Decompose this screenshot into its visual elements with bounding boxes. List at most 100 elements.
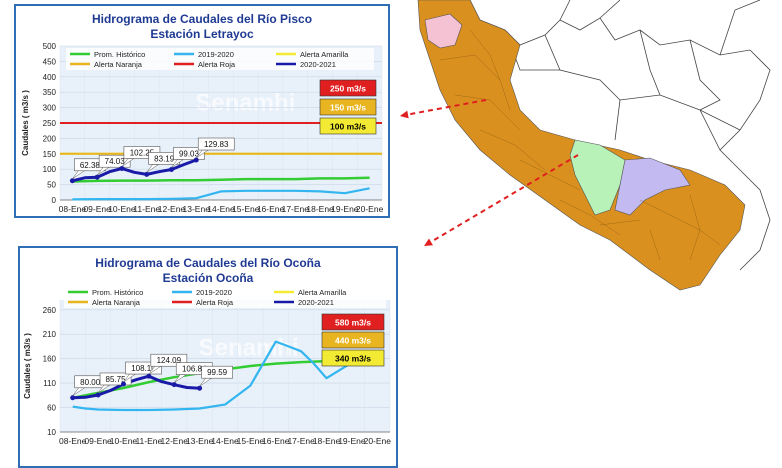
chart-canvas: Senamhi 0 50 100 150 200 250 300 350 400 450 500 08-… — [21, 42, 384, 214]
series-line-y2020 — [72, 374, 200, 400]
x-tick-label: 08-Ene — [59, 436, 87, 446]
threshold-label: 100 m3/s — [330, 122, 366, 132]
threshold-label: 440 m3/s — [335, 336, 371, 346]
data-label: 99.03 — [179, 149, 200, 158]
watermark-logo: Senamhi — [195, 90, 295, 117]
x-tick-label: 20-Ene — [356, 204, 384, 214]
data-label: 80.00 — [80, 378, 101, 387]
chart-title: Hidrograma de Caudales del Río Ocoña — [95, 256, 321, 270]
x-tick-label: 20-Ene — [364, 436, 392, 446]
data-point — [171, 382, 177, 388]
chart-subtitle: Estación Letrayoc — [150, 27, 254, 41]
x-tick-label: 12-Ene — [161, 436, 189, 446]
data-label: 83.19 — [154, 154, 175, 163]
data-label: 124.09 — [157, 356, 182, 365]
y-tick-label: 10 — [47, 428, 56, 437]
y-tick-label: 150 — [43, 150, 57, 159]
legend-label: Alerta Roja — [196, 298, 234, 307]
data-label: 108.10 — [131, 364, 156, 373]
x-tick-label: 17-Ene — [287, 436, 315, 446]
data-point — [70, 395, 76, 401]
legend-label: Alerta Amarilla — [298, 288, 347, 297]
y-axis-label: Caudales ( m3/s ) — [23, 333, 32, 399]
legend-label: Alerta Naranja — [92, 298, 141, 307]
data-point — [144, 171, 150, 177]
x-tick-label: 09-Ene — [84, 436, 112, 446]
y-tick-label: 0 — [52, 196, 57, 205]
y-tick-label: 450 — [43, 57, 57, 66]
legend: Prom. Histórico 2019-2020 Alerta Amarilla A… — [64, 286, 386, 308]
x-tick-label: 16-Ene — [262, 436, 290, 446]
legend-label: 2019-2020 — [196, 288, 232, 297]
x-tick-label: 18-Ene — [306, 204, 334, 214]
data-point — [146, 373, 152, 379]
x-tick-label: 13-Ene — [186, 436, 214, 446]
x-tick-label: 16-Ene — [257, 204, 285, 214]
x-tick-label: 13-Ene — [183, 204, 211, 214]
region-map — [417, 0, 771, 291]
data-point — [193, 157, 199, 163]
chart-ocona: Hidrograma de Caudales del Río Ocoña Est… — [18, 246, 398, 468]
data-point — [119, 166, 125, 172]
x-tick-label: 10-Ene — [110, 436, 138, 446]
data-label: 106.84 — [182, 365, 207, 374]
threshold-box — [319, 98, 377, 116]
legend-label: 2020-2021 — [300, 60, 336, 69]
x-tick-label: 18-Ene — [313, 436, 341, 446]
y-tick-label: 160 — [43, 355, 57, 364]
y-tick-label: 250 — [43, 119, 57, 128]
legend-label: Alerta Roja — [198, 60, 236, 69]
threshold-label: 150 m3/s — [330, 103, 366, 113]
data-label: 102.25 — [130, 149, 155, 158]
x-tick-label: 19-Ene — [331, 204, 359, 214]
legend-label: Prom. Histórico — [92, 288, 143, 297]
legend: Prom. Histórico 2019-2020 Alerta Amarilla A… — [66, 48, 374, 70]
region-pink — [424, 13, 463, 49]
x-tick-label: 17-Ene — [282, 204, 310, 214]
data-point — [69, 178, 75, 184]
legend-label: 2020-2021 — [298, 298, 334, 307]
map-inner-borders — [439, 29, 721, 261]
x-tick-label: 11-Ene — [135, 436, 162, 446]
region-lilac — [614, 157, 691, 216]
x-tick-label: 14-Ene — [207, 204, 235, 214]
y-tick-label: 110 — [43, 379, 56, 388]
y-tick-label: 200 — [43, 134, 57, 143]
threshold-box — [321, 349, 385, 367]
series-line-historico — [72, 176, 370, 183]
chart-title: Hidrograma de Caudales del Río Pisco — [91, 12, 313, 26]
chart-pisco: Hidrograma de Caudales del Río Pisco Est… — [14, 4, 390, 218]
x-tick-label: 14-Ene — [211, 436, 239, 446]
y-tick-label: 300 — [43, 104, 57, 113]
data-label: 85.75 — [106, 375, 127, 384]
x-tick-label: 11-Ene — [133, 204, 160, 214]
data-point — [197, 385, 203, 391]
data-point — [94, 174, 100, 180]
y-tick-label: 350 — [43, 88, 57, 97]
data-label-box — [201, 365, 233, 379]
chart-canvas: Senamhi 10 60 110 160 210 260 08-Ene09-Ene10-En… — [23, 286, 392, 446]
data-label-box — [197, 137, 235, 151]
chart-subtitle: Estación Ocoña — [162, 271, 254, 285]
data-point — [168, 166, 174, 172]
legend-label: Alerta Naranja — [94, 60, 143, 69]
threshold-box — [321, 313, 385, 331]
legend-label: 2019-2020 — [198, 50, 234, 59]
x-tick-label: 08-Ene — [59, 204, 87, 214]
map-outlines — [469, 0, 771, 271]
y-tick-label: 210 — [43, 330, 57, 339]
x-tick-label: 12-Ene — [158, 204, 186, 214]
legend-label: Prom. Histórico — [94, 50, 145, 59]
legend-label: Alerta Amarilla — [300, 50, 349, 59]
series-line-y2019 — [72, 187, 370, 201]
data-label-box — [173, 147, 205, 160]
y-tick-label: 60 — [47, 404, 56, 413]
data-point — [120, 381, 126, 387]
threshold-label: 340 m3/s — [335, 354, 371, 364]
data-label: 74.03 — [105, 157, 126, 166]
x-tick-label: 19-Ene — [338, 436, 366, 446]
series-line-y2019 — [72, 340, 378, 412]
y-tick-label: 400 — [43, 73, 57, 82]
y-tick-label: 100 — [43, 165, 57, 174]
y-tick-label: 260 — [43, 306, 57, 315]
